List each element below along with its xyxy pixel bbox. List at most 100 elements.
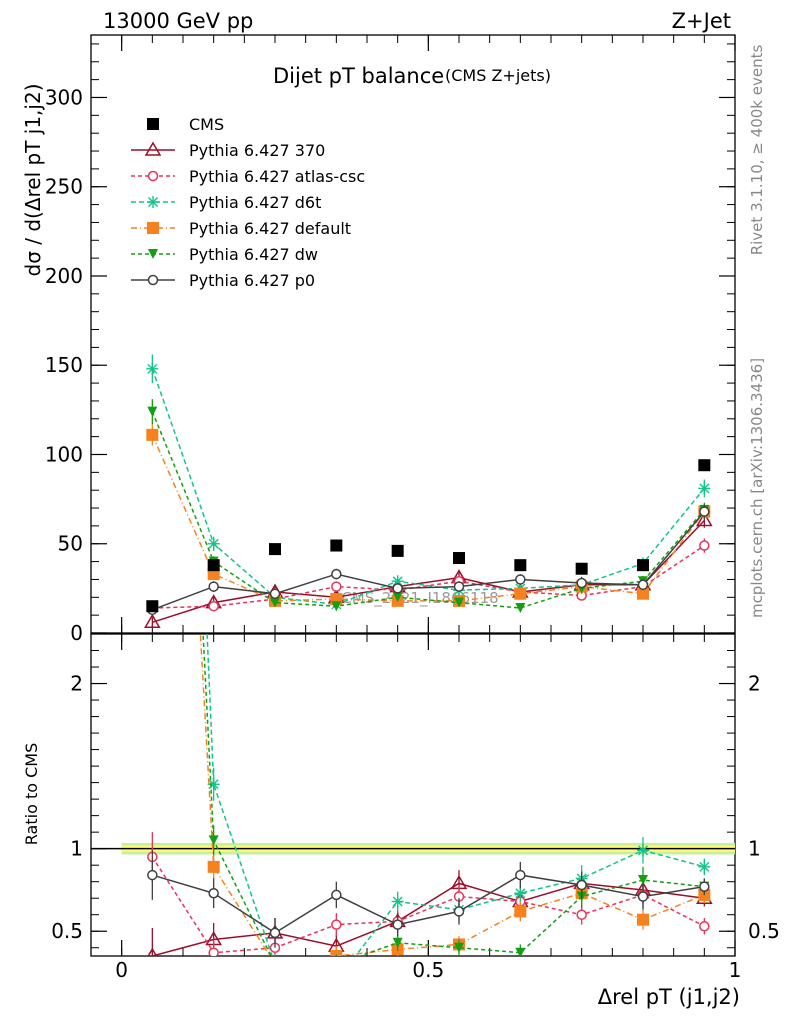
legend-marker bbox=[147, 222, 159, 234]
star-stroke bbox=[332, 976, 341, 985]
ratio-point bbox=[515, 869, 526, 881]
data-point bbox=[331, 601, 342, 612]
star-stroke bbox=[392, 896, 403, 907]
header-left: 13000 GeV pp bbox=[103, 9, 253, 33]
chart-subtitle: (CMS Z+jets) bbox=[445, 66, 551, 85]
ratio-point bbox=[391, 895, 404, 908]
data-point bbox=[699, 506, 710, 517]
ratio-point bbox=[331, 889, 342, 901]
ratio-point bbox=[331, 919, 342, 930]
data-point bbox=[144, 613, 161, 629]
ratio-point bbox=[698, 860, 711, 873]
star-stroke bbox=[271, 960, 280, 969]
ratio-tick-label-right: 2 bbox=[748, 672, 761, 696]
ratio-point bbox=[576, 879, 587, 891]
series-line bbox=[151, 368, 705, 606]
data-point bbox=[207, 559, 220, 572]
data-point bbox=[146, 600, 159, 613]
y-tick-label: 250 bbox=[45, 175, 83, 199]
data-point bbox=[330, 539, 343, 552]
legend-entry-dw: Pythia 6.427 dw bbox=[131, 245, 318, 264]
series-dw bbox=[147, 399, 710, 614]
ratio-line bbox=[202, 634, 705, 956]
ratio-point bbox=[331, 959, 341, 969]
data-point bbox=[392, 592, 403, 603]
data-point bbox=[146, 428, 159, 441]
star-stroke bbox=[699, 483, 710, 494]
data-point bbox=[698, 459, 711, 472]
legend-marker bbox=[147, 274, 159, 286]
ratio-point bbox=[330, 950, 343, 956]
legend-label: Pythia 6.427 atlas-csc bbox=[189, 167, 365, 186]
y-axis-label-top: dσ / d(Δrel pT j1,j2) bbox=[21, 84, 45, 277]
star-stroke bbox=[332, 976, 341, 985]
ratio-point bbox=[637, 913, 649, 926]
data-point bbox=[454, 597, 464, 608]
data-point bbox=[331, 581, 342, 592]
ratio-point bbox=[637, 844, 649, 857]
star-stroke bbox=[208, 538, 219, 549]
ratio-point bbox=[637, 891, 649, 902]
data-point bbox=[269, 588, 281, 599]
legend-marker bbox=[148, 249, 158, 259]
ratio-point bbox=[514, 905, 527, 918]
star-stroke bbox=[147, 363, 158, 374]
ratio-point bbox=[270, 959, 280, 969]
data-point bbox=[696, 512, 713, 527]
series-p370 bbox=[144, 512, 713, 629]
star-stroke bbox=[148, 197, 158, 207]
legend-label: CMS bbox=[189, 115, 224, 134]
series-line bbox=[151, 411, 705, 609]
data-point bbox=[146, 362, 159, 375]
main-plot-area bbox=[144, 354, 713, 629]
y-axis-label-ratio: Ratio to CMS bbox=[22, 743, 41, 845]
x-tick-label: 0.5 bbox=[412, 958, 444, 982]
series-cms bbox=[146, 459, 711, 613]
star-stroke bbox=[515, 888, 526, 899]
rivet-label: Rivet 3.1.10, ≥ 400k events bbox=[748, 45, 766, 256]
ratio-point bbox=[207, 778, 220, 791]
ratio-series-p0 bbox=[147, 850, 710, 948]
data-point bbox=[208, 600, 219, 612]
data-point bbox=[331, 568, 342, 580]
legend-marker bbox=[147, 196, 159, 208]
legend-entry-p370: Pythia 6.427 370 bbox=[131, 141, 325, 160]
data-point bbox=[514, 587, 527, 600]
ratio-band bbox=[91, 842, 735, 855]
data-point bbox=[699, 540, 710, 551]
y-tick-label: 300 bbox=[45, 85, 83, 109]
ratio-line bbox=[152, 874, 705, 934]
ratio-point bbox=[699, 921, 710, 932]
ratio-point bbox=[514, 887, 527, 900]
star-stroke bbox=[699, 861, 710, 872]
ratio-point bbox=[454, 942, 464, 953]
ratio-tick-label-right: 1 bbox=[748, 837, 761, 861]
ratio-plot-area bbox=[147, 634, 713, 987]
data-point bbox=[698, 482, 711, 495]
star-stroke bbox=[271, 960, 280, 969]
star-stroke bbox=[638, 845, 648, 856]
data-point bbox=[576, 577, 587, 589]
ratio-point bbox=[208, 888, 219, 899]
ratio-point bbox=[515, 947, 526, 956]
x-tick-label: 1 bbox=[729, 958, 742, 982]
data-point bbox=[269, 543, 281, 556]
star-stroke bbox=[208, 779, 219, 790]
ratio-tick-label: 1 bbox=[70, 837, 83, 861]
x-axis-label: Δrel pT (j1,j2) bbox=[598, 985, 740, 1009]
series-line bbox=[152, 511, 705, 611]
series-p0 bbox=[147, 504, 710, 616]
x-tick-label: 0 bbox=[115, 958, 128, 982]
y-axis-label-text: dσ / d(Δrel pT j1,j2) bbox=[21, 84, 45, 277]
ratio-point bbox=[330, 975, 342, 987]
series-line bbox=[152, 544, 705, 609]
y-tick-label: 100 bbox=[45, 442, 83, 466]
chart-title: Dijet pT balance bbox=[273, 64, 444, 88]
ratio-point bbox=[207, 860, 220, 873]
ratio-line bbox=[151, 856, 705, 954]
data-point bbox=[637, 587, 649, 600]
data-point bbox=[453, 552, 465, 565]
